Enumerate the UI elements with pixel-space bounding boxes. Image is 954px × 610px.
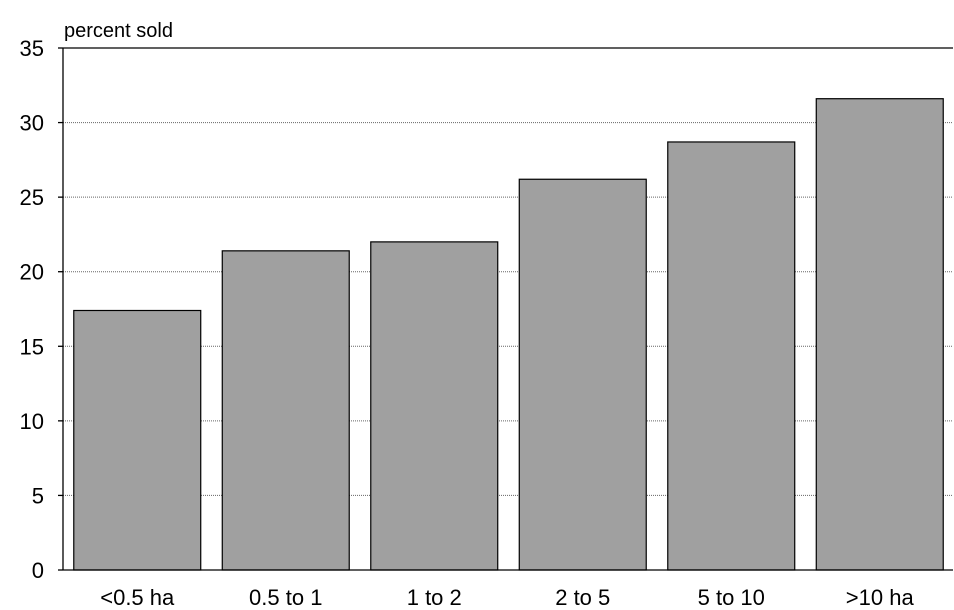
y-tick-labels: 0 5 10 15 20 25 30 35 — [20, 36, 63, 583]
x-tick-label: 1 to 2 — [407, 585, 462, 610]
grid-lines — [63, 122, 953, 496]
bars — [73, 98, 944, 571]
x-tick-labels: <0.5 ha 0.5 to 1 1 to 2 2 to 5 5 to 10 >10 ha — [100, 585, 914, 610]
y-tick-label: 20 — [20, 260, 44, 285]
y-tick-label: 30 — [20, 111, 44, 136]
bar — [221, 250, 350, 571]
axes — [62, 47, 953, 571]
y-tick-label: 0 — [32, 558, 44, 583]
x-tick-label: <0.5 ha — [100, 585, 175, 610]
y-axis-label: percent sold — [64, 20, 173, 42]
x-tick-label: 2 to 5 — [555, 585, 610, 610]
y-tick-label: 15 — [20, 334, 44, 359]
bar — [370, 241, 499, 571]
bar — [815, 98, 944, 571]
y-tick-label: 10 — [20, 409, 44, 434]
y-tick-label: 25 — [20, 185, 44, 210]
x-tick-label: 5 to 10 — [698, 585, 765, 610]
x-tick-label: 0.5 to 1 — [249, 585, 322, 610]
x-tick-label: >10 ha — [846, 585, 915, 610]
bar — [667, 141, 796, 571]
bar — [518, 178, 647, 571]
bar — [73, 309, 202, 571]
y-tick-label: 5 — [32, 483, 44, 508]
y-tick-label: 35 — [20, 36, 44, 61]
